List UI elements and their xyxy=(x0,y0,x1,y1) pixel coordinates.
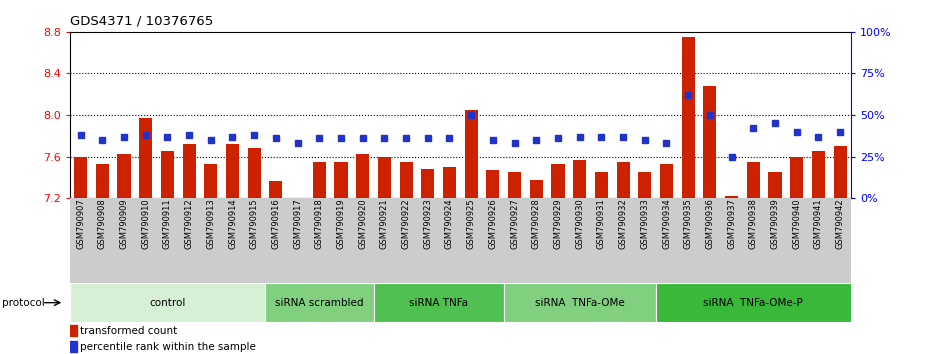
Bar xyxy=(70,283,265,322)
Bar xyxy=(486,170,499,198)
Bar xyxy=(812,152,825,198)
Bar xyxy=(356,154,369,198)
Bar xyxy=(747,162,760,198)
Bar xyxy=(638,172,651,198)
Bar xyxy=(335,162,348,198)
Bar xyxy=(421,169,434,198)
Bar xyxy=(312,162,326,198)
Bar xyxy=(530,179,543,198)
Bar xyxy=(703,86,716,198)
Bar xyxy=(660,164,673,198)
Bar xyxy=(573,160,586,198)
Text: percentile rank within the sample: percentile rank within the sample xyxy=(79,342,256,352)
Bar xyxy=(247,148,260,198)
Text: siRNA TNFa: siRNA TNFa xyxy=(409,298,468,308)
Text: protocol: protocol xyxy=(2,298,45,308)
Text: siRNA  TNFa-OMe-P: siRNA TNFa-OMe-P xyxy=(703,298,804,308)
Text: siRNA scrambled: siRNA scrambled xyxy=(275,298,364,308)
Bar xyxy=(70,325,77,336)
Bar xyxy=(117,154,130,198)
Bar xyxy=(205,164,218,198)
Bar xyxy=(96,164,109,198)
Bar xyxy=(833,146,846,198)
Bar xyxy=(265,283,374,322)
Bar xyxy=(656,283,851,322)
Text: control: control xyxy=(149,298,186,308)
Bar xyxy=(508,172,521,198)
Bar xyxy=(725,196,738,198)
Bar xyxy=(270,181,283,198)
Bar xyxy=(374,283,504,322)
Bar xyxy=(182,144,195,198)
Bar xyxy=(378,157,391,198)
Bar xyxy=(790,157,804,198)
Text: siRNA  TNFa-OMe: siRNA TNFa-OMe xyxy=(535,298,625,308)
Bar xyxy=(400,162,413,198)
Bar xyxy=(768,172,781,198)
Bar xyxy=(504,283,656,322)
Bar xyxy=(682,37,695,198)
Bar xyxy=(617,162,630,198)
Bar xyxy=(140,118,153,198)
Bar xyxy=(226,144,239,198)
Bar xyxy=(595,172,608,198)
Text: transformed count: transformed count xyxy=(79,326,177,336)
Bar xyxy=(74,157,87,198)
Bar xyxy=(161,152,174,198)
Bar xyxy=(551,164,565,198)
Text: GDS4371 / 10376765: GDS4371 / 10376765 xyxy=(70,14,213,27)
Bar xyxy=(70,341,77,353)
Bar xyxy=(443,167,456,198)
Bar xyxy=(465,110,478,198)
